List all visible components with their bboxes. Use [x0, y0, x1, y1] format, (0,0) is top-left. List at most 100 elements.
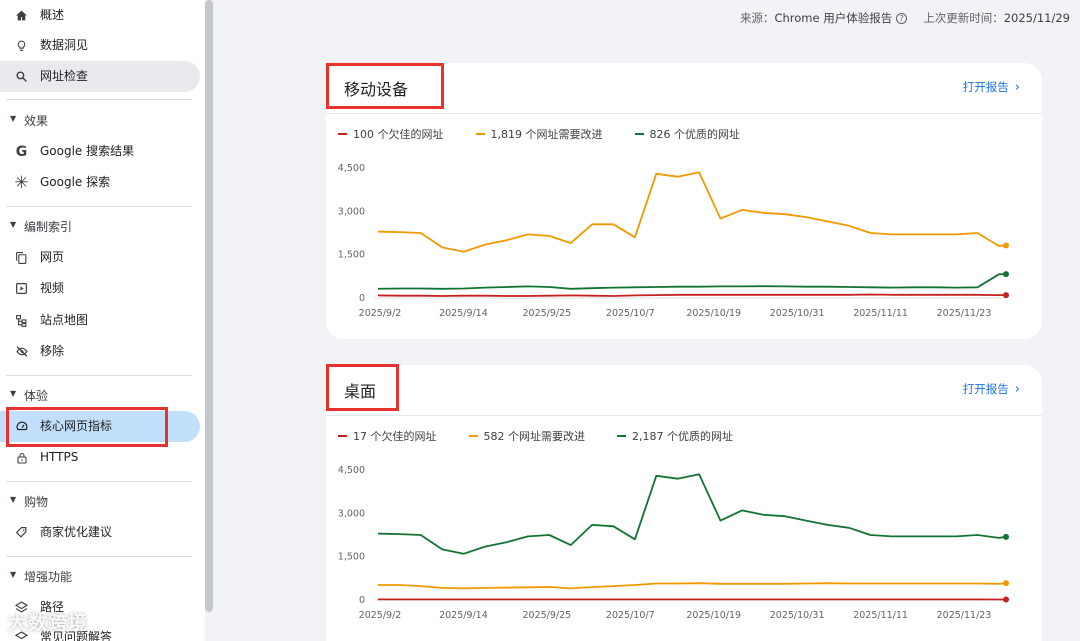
open-report-label: 打开报告	[962, 382, 1009, 396]
series-line	[377, 293, 1006, 297]
section-experience[interactable]: ▼ 体验	[0, 383, 200, 407]
x-tick-label: 2025/9/25	[522, 610, 571, 621]
sidebar-item-label: 移除	[40, 344, 65, 358]
divider	[6, 206, 192, 207]
x-tick-label: 2025/10/19	[686, 610, 741, 621]
sidebar-item-label: 网页	[40, 250, 65, 264]
x-tick-label: 2025/11/23	[937, 610, 992, 621]
sitemap-icon	[14, 313, 29, 328]
sidebar-item-url-inspection[interactable]: 网址检查	[0, 61, 200, 92]
series-end-point	[1003, 580, 1009, 587]
desktop-line-chart: 0 1,500 3,000 4,500 2025/9/2 2025/9/14 2025/9/…	[338, 465, 1009, 621]
section-performance[interactable]: ▼ 效果	[0, 108, 200, 132]
open-report-link[interactable]: 打开报告 ›	[963, 381, 1020, 397]
sidebar-item-pages[interactable]: 网页	[0, 242, 200, 273]
asterisk-icon: ✳	[14, 172, 29, 193]
divider	[6, 99, 192, 100]
video-icon	[14, 281, 29, 296]
sidebar-item-removals[interactable]: 移除	[0, 336, 200, 367]
open-report-label: 打开报告	[962, 80, 1009, 94]
series-end-point	[1003, 292, 1009, 299]
divider	[6, 375, 192, 376]
sidebar-item-label: 数据洞见	[40, 38, 89, 52]
x-tick-label: 2025/9/2	[359, 308, 402, 319]
sidebar-item-search-results[interactable]: G Google 搜索结果	[0, 136, 200, 167]
report-meta: 来源： Chrome 用户体验报告 ? 上次更新时间： 2025/11/29	[740, 10, 1070, 26]
legend-item-needs-improvement[interactable]: 582 个网址需要改进	[468, 428, 586, 444]
series-end-point	[1003, 533, 1009, 540]
x-tick-label: 2025/11/23	[937, 308, 992, 319]
source-label: 来源：	[739, 11, 775, 25]
sidebar-item-label: 路径	[40, 600, 65, 614]
sidebar-item-label: 概述	[40, 8, 65, 22]
section-enhancements[interactable]: ▼ 增强功能	[0, 564, 200, 588]
tag-icon	[14, 525, 29, 540]
caret-down-icon: ▼	[10, 220, 17, 229]
x-tick-label: 2025/9/2	[359, 610, 402, 621]
series-line	[377, 273, 1007, 290]
y-tick-label: 3,000	[338, 508, 365, 519]
divider	[6, 556, 192, 557]
sidebar-item-https[interactable]: HTTPS	[0, 442, 200, 473]
eye-off-icon	[14, 344, 29, 359]
legend-item-good[interactable]: 826 个优质的网址	[634, 126, 740, 142]
legend-swatch	[475, 133, 485, 135]
caret-down-icon: ▼	[10, 389, 17, 398]
legend-label: 1,819 个网址需要改进	[490, 128, 603, 141]
mobile-card: 移动设备 打开报告 › 100 个欠佳的网址 1,819 个网址需要改进 826…	[326, 63, 1042, 339]
sidebar-item-faq[interactable]: 常见问题解答	[0, 622, 200, 641]
help-icon[interactable]: ?	[896, 12, 908, 24]
card-divider	[326, 415, 1042, 416]
chevron-right-icon: ›	[1014, 381, 1020, 397]
source-value: Chrome 用户体验报告	[774, 11, 893, 25]
caret-down-icon: ▼	[10, 495, 17, 504]
section-indexing[interactable]: ▼ 编制索引	[0, 214, 200, 238]
sidebar-item-label: HTTPS	[40, 450, 79, 464]
y-tick-label: 4,500	[338, 163, 365, 174]
sidebar-item-core-web-vitals[interactable]: 核心网页指标	[0, 411, 200, 442]
lightbulb-icon	[14, 38, 29, 53]
series-line	[377, 171, 1007, 253]
y-tick-label: 4,500	[338, 465, 365, 476]
card-title: 桌面	[344, 382, 377, 401]
x-tick-label: 2025/10/19	[686, 308, 741, 319]
x-tick-label: 2025/9/14	[439, 308, 488, 319]
sidebar-item-label: 商家优化建议	[40, 525, 113, 539]
sidebar-item-label: 网址检查	[40, 69, 89, 83]
legend-label: 2,187 个优质的网址	[632, 430, 733, 443]
legend-item-needs-improvement[interactable]: 1,819 个网址需要改进	[475, 126, 603, 142]
y-tick-label: 0	[359, 595, 365, 606]
legend-item-poor[interactable]: 17 个欠佳的网址	[338, 428, 437, 444]
sidebar-item-discover[interactable]: ✳ Google 探索	[0, 167, 200, 198]
chevron-right-icon: ›	[1014, 79, 1020, 95]
card-title: 移动设备	[344, 80, 409, 99]
legend-swatch	[468, 435, 478, 437]
sidebar-item-videos[interactable]: 视频	[0, 273, 200, 304]
open-report-link[interactable]: 打开报告 ›	[963, 79, 1020, 95]
section-shopping[interactable]: ▼ 购物	[0, 489, 200, 513]
sidebar-item-insights[interactable]: 数据洞见	[0, 30, 200, 61]
legend-swatch	[617, 435, 626, 437]
legend-label: 582 个网址需要改进	[483, 430, 586, 443]
legend-swatch	[338, 435, 347, 437]
legend-swatch	[634, 133, 644, 135]
caret-down-icon: ▼	[10, 114, 17, 123]
sidebar-item-overview[interactable]: 概述	[0, 0, 200, 31]
sidebar-scrollbar[interactable]	[205, 0, 213, 612]
legend-label: 17 个欠佳的网址	[353, 430, 437, 443]
chart-legend: 17 个欠佳的网址 582 个网址需要改进 2,187 个优质的网址	[338, 428, 733, 444]
sidebar-item-sitemaps[interactable]: 站点地图	[0, 305, 200, 336]
section-title: 体验	[24, 389, 49, 403]
x-tick-label: 2025/11/11	[853, 610, 908, 621]
x-tick-label: 2025/9/14	[439, 610, 488, 621]
series-line	[378, 582, 1007, 590]
legend-item-poor[interactable]: 100 个欠佳的网址	[338, 126, 444, 142]
series-line	[377, 473, 1007, 555]
sidebar-item-label: 视频	[40, 281, 65, 295]
y-tick-label: 1,500	[338, 250, 365, 261]
sidebar-item-merchant-opportunities[interactable]: 商家优化建议	[0, 517, 200, 548]
caret-down-icon: ▼	[10, 570, 17, 579]
watermark: 大数跨境	[8, 612, 89, 634]
legend-item-good[interactable]: 2,187 个优质的网址	[617, 428, 733, 444]
sidebar-item-breadcrumbs[interactable]: 路径	[0, 592, 200, 623]
